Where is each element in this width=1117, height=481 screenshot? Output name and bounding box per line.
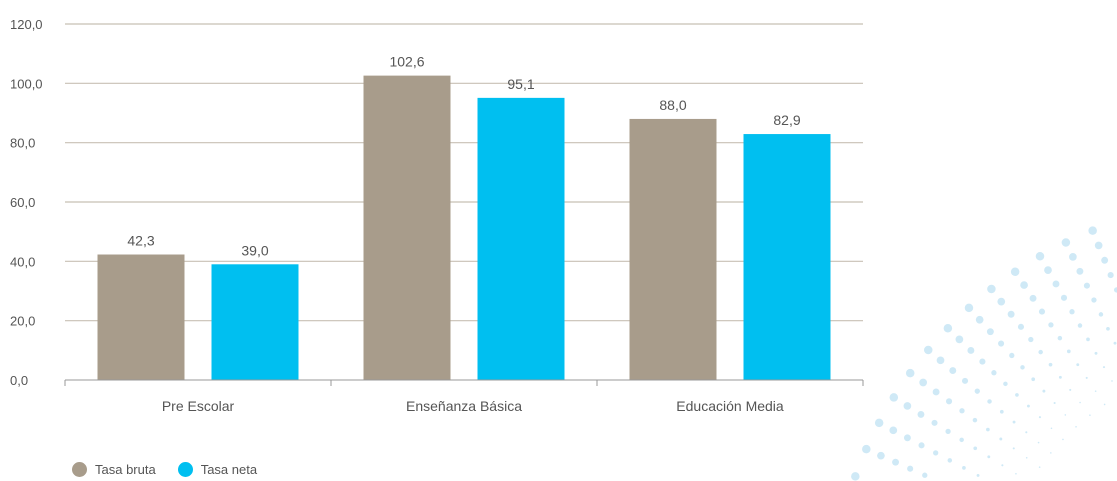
- legend-item-tasa-bruta: Tasa bruta: [72, 461, 156, 477]
- bar: [363, 75, 451, 381]
- category-label: Enseñanza Básica: [406, 398, 522, 414]
- legend-swatch-tasa-bruta: [72, 461, 87, 477]
- bar: [477, 97, 565, 381]
- data-label: 88,0: [659, 97, 686, 113]
- y-tick-label: 120,0: [10, 17, 43, 32]
- gridlines: [65, 23, 863, 322]
- legend-swatch-tasa-neta: [177, 461, 193, 477]
- data-label: 102,6: [389, 54, 424, 70]
- bar: [97, 254, 185, 380]
- y-tick-label: 0,0: [10, 373, 28, 388]
- y-tick-label: 100,0: [10, 76, 43, 91]
- y-tick-label: 80,0: [10, 136, 35, 151]
- data-label: 39,0: [241, 242, 268, 258]
- bar: [629, 118, 717, 380]
- data-label: 95,1: [507, 76, 534, 92]
- bar: [743, 134, 831, 380]
- legend-label-tasa-neta: Tasa neta: [200, 461, 258, 477]
- data-label: 82,9: [773, 112, 800, 128]
- bars: [97, 75, 831, 381]
- x-axis: [64, 379, 864, 386]
- y-tick-label: 20,0: [10, 314, 35, 329]
- legend-item-tasa-neta: Tasa neta: [177, 461, 258, 477]
- legend-label-tasa-bruta: Tasa bruta: [95, 461, 156, 477]
- data-label: 42,3: [127, 233, 154, 249]
- data-labels: 42,3 39,0 102,6 95,1 88,0 82,9: [127, 54, 800, 259]
- legend: Tasa bruta Tasa neta: [72, 458, 257, 480]
- y-axis-tick-labels: 0,0 20,0 40,0 60,0 80,0 100,0 120,0: [10, 17, 43, 388]
- y-tick-label: 60,0: [10, 195, 35, 210]
- category-label: Pre Escolar: [162, 398, 235, 414]
- category-labels: Pre Escolar Enseñanza Básica Educación Med…: [162, 398, 784, 414]
- bar: [211, 264, 299, 380]
- y-tick-label: 40,0: [10, 254, 35, 269]
- category-label: Educación Media: [676, 398, 784, 414]
